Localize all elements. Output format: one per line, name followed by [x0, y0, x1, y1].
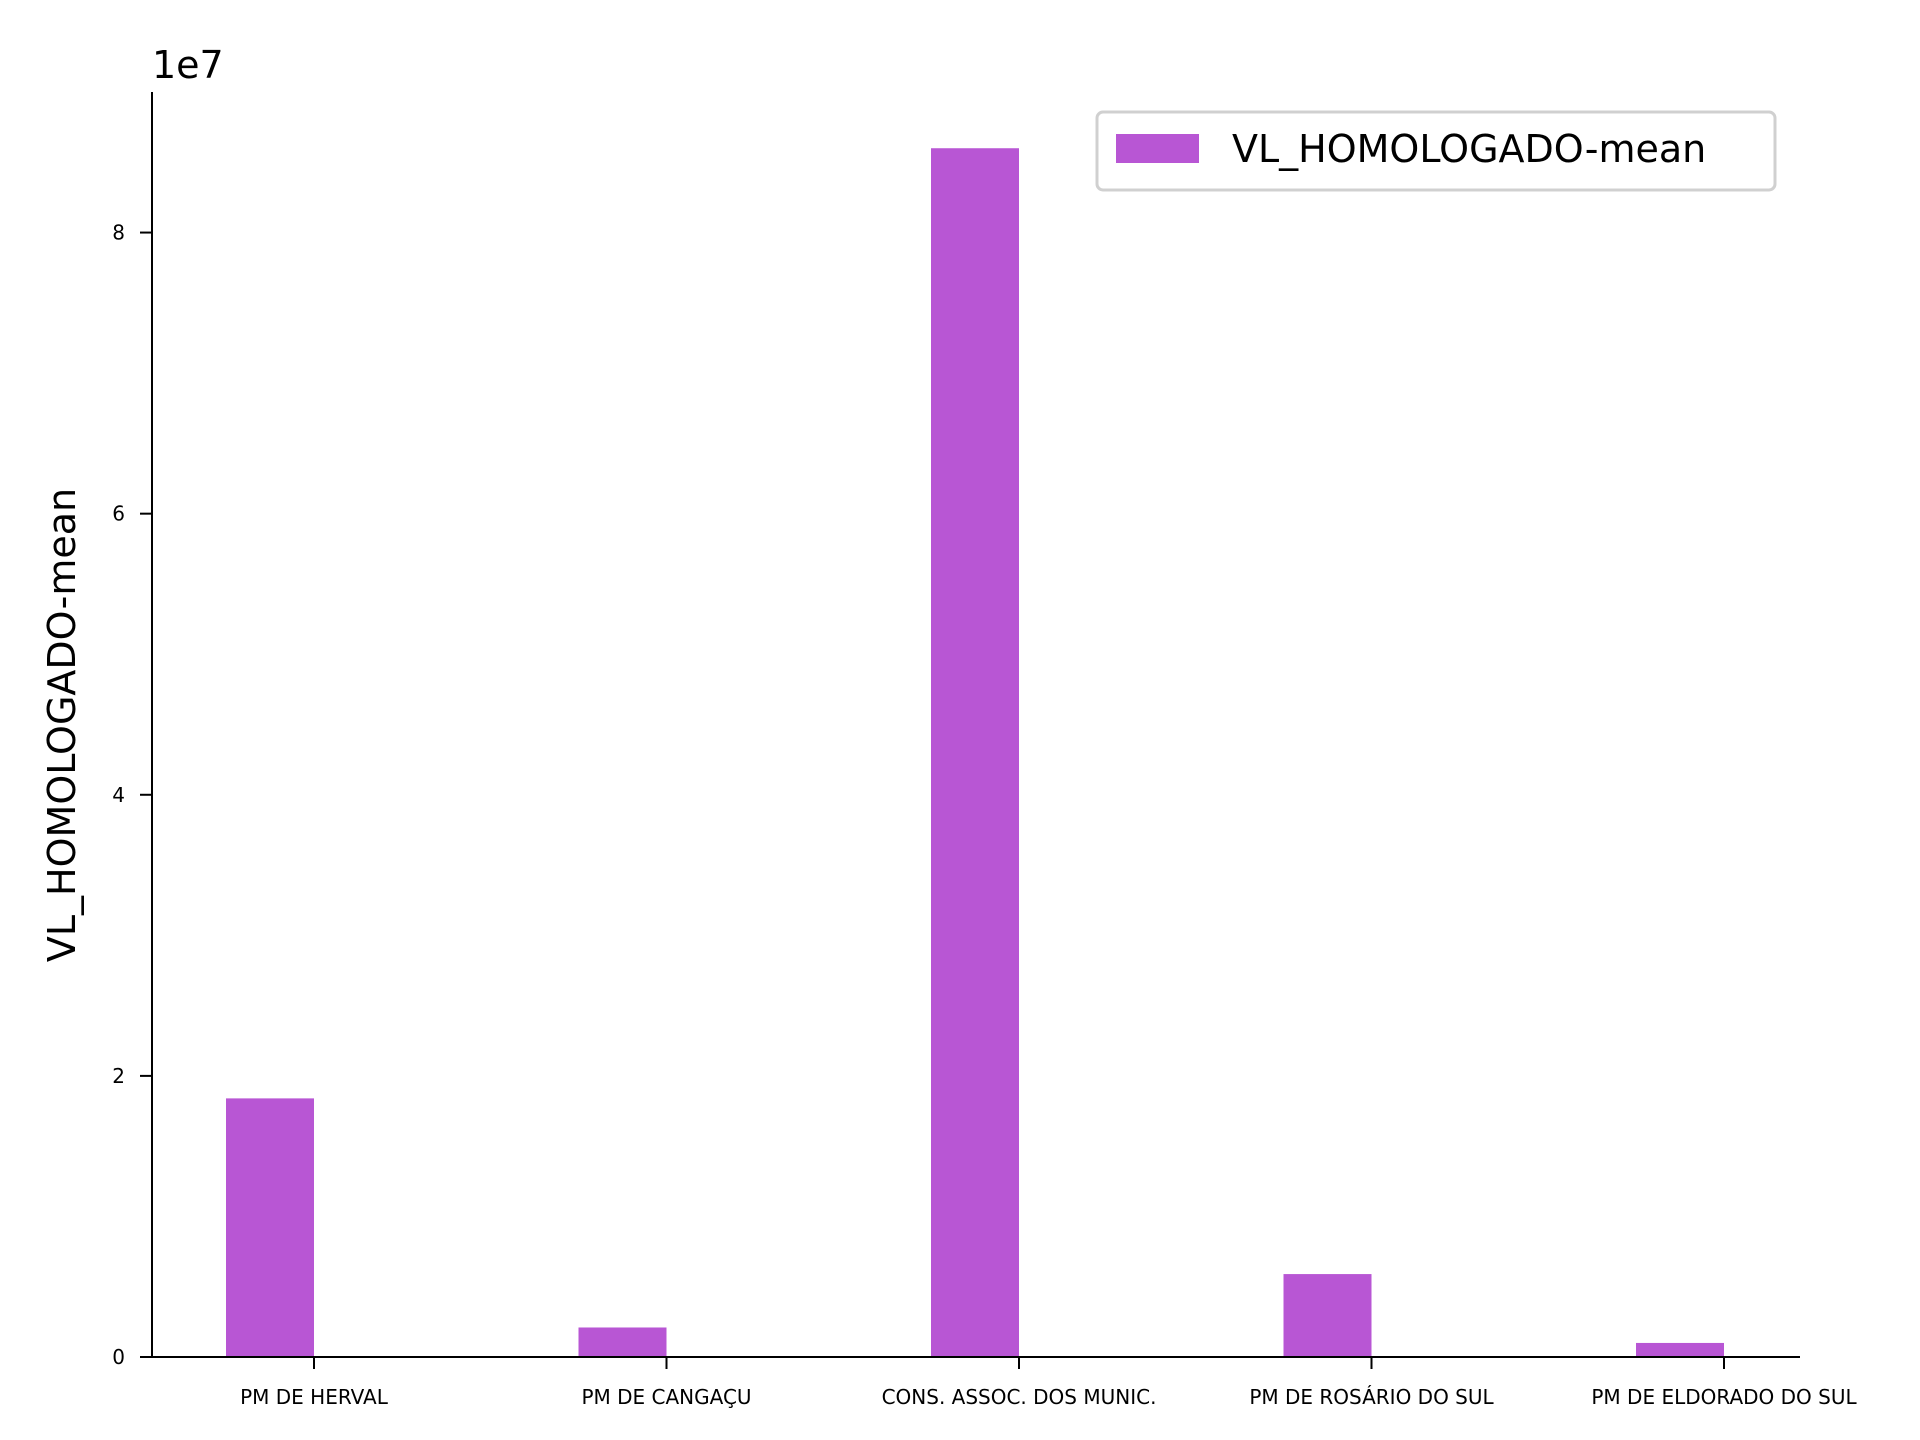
- bar-3: [931, 148, 1019, 1358]
- bar-1: [226, 1098, 314, 1357]
- y-axis-label: VL_HOMOLOGADO-mean: [40, 488, 84, 962]
- y-ticks-group: 0 2 4 6 8: [112, 221, 152, 1369]
- bar-4: [1283, 1274, 1372, 1357]
- y-tick-label-1: 0: [112, 1345, 125, 1369]
- x-ticks-group: PM DE HERVAL PM DE CANGAÇU CONS. ASSOC. DO…: [240, 1357, 1857, 1409]
- bar-2: [578, 1327, 667, 1357]
- legend-swatch: [1116, 134, 1199, 163]
- x-tick-label-5: PM DE ELDORADO DO SUL: [1591, 1385, 1857, 1409]
- x-tick-label-2: PM DE CANGAÇU: [581, 1385, 751, 1409]
- x-tick-label-4: PM DE ROSÁRIO DO SUL: [1249, 1385, 1494, 1409]
- legend: VL_HOMOLOGADO-mean: [1095, 110, 1777, 192]
- bar-5: [1636, 1342, 1724, 1357]
- x-tick-label-3: CONS. ASSOC. DOS MUNIC.: [882, 1385, 1157, 1409]
- y-tick-label-2: 2: [112, 1064, 125, 1088]
- bars-group: [226, 148, 1724, 1358]
- y-tick-label-4: 6: [112, 502, 125, 526]
- y-tick-label-5: 8: [112, 221, 125, 245]
- y-offset-label: 1e7: [152, 43, 224, 87]
- x-tick-label-1: PM DE HERVAL: [240, 1385, 389, 1409]
- legend-label: VL_HOMOLOGADO-mean: [1232, 127, 1706, 171]
- legend-frame: [1095, 110, 1777, 192]
- y-tick-label-3: 4: [112, 783, 125, 807]
